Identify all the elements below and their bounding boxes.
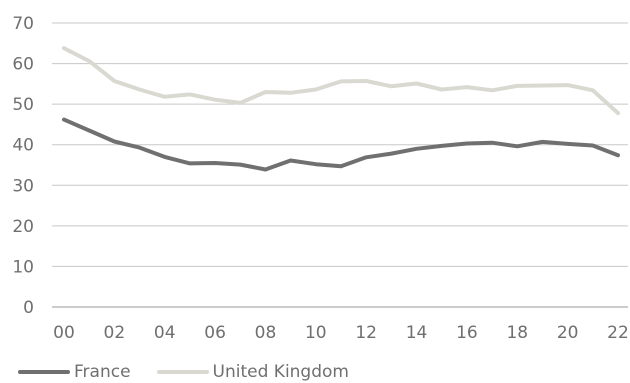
legend-swatch-france <box>18 370 70 374</box>
series-lines <box>62 46 620 172</box>
legend-item-france: France <box>18 362 131 382</box>
y-tick-label-0: 0 <box>23 298 34 318</box>
x-tick-label-04: 04 <box>154 323 176 343</box>
y-tick-label-20: 20 <box>12 217 34 237</box>
legend: France United Kingdom <box>18 362 375 382</box>
gridlines <box>52 22 628 308</box>
series-line-united-kingdom <box>62 46 620 116</box>
x-axis-tick-labels: 00 02 04 06 08 10 12 14 16 18 20 22 <box>53 323 629 343</box>
legend-label-united-kingdom: United Kingdom <box>212 362 349 382</box>
x-tick-label-20: 20 <box>557 323 579 343</box>
x-tick-label-10: 10 <box>305 323 327 343</box>
legend-item-united-kingdom: United Kingdom <box>156 362 349 382</box>
x-tick-label-12: 12 <box>355 323 377 343</box>
y-tick-label-10: 10 <box>12 257 34 277</box>
series-line-france <box>62 117 620 172</box>
y-tick-label-30: 30 <box>12 176 34 196</box>
x-tick-label-14: 14 <box>406 323 428 343</box>
y-tick-label-50: 50 <box>12 95 34 115</box>
x-tick-label-08: 08 <box>255 323 277 343</box>
line-chart: 0 10 20 30 40 50 60 70 00 02 04 06 08 10 12 14 16 18 20 22 <box>12 14 629 343</box>
legend-swatch-united-kingdom <box>156 370 209 374</box>
y-tick-label-40: 40 <box>12 136 34 156</box>
x-tick-label-00: 00 <box>53 323 75 343</box>
legend-label-france: France <box>74 362 131 382</box>
x-tick-label-02: 02 <box>104 323 126 343</box>
y-tick-label-60: 60 <box>12 55 34 75</box>
y-tick-label-70: 70 <box>12 14 34 34</box>
x-tick-label-18: 18 <box>506 323 528 343</box>
x-tick-label-22: 22 <box>607 323 629 343</box>
y-axis-tick-labels: 0 10 20 30 40 50 60 70 <box>12 14 34 318</box>
x-tick-label-06: 06 <box>204 323 226 343</box>
x-tick-label-16: 16 <box>456 323 478 343</box>
